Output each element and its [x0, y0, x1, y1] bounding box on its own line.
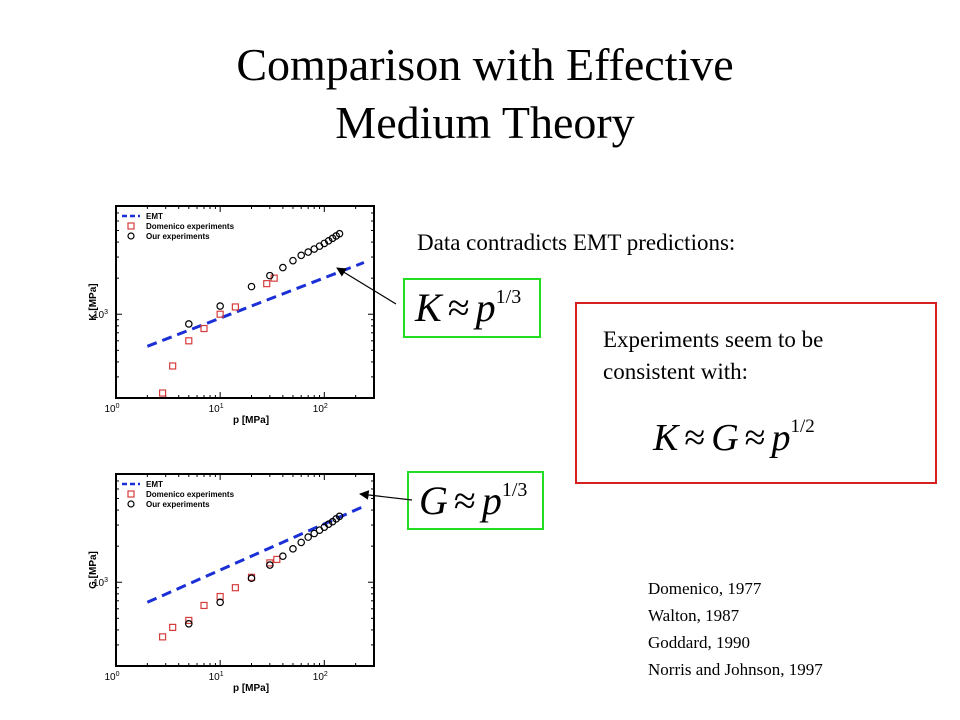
our-experiment-point: [184, 619, 193, 628]
legend-entry: Our experiments: [146, 232, 210, 241]
our-experiment-point: [266, 271, 274, 280]
x-tick-label: 100: [104, 671, 119, 683]
p-symbol: p: [771, 417, 791, 459]
references-list: Domenico, 1977 Walton, 1987 Goddard, 199…: [648, 575, 823, 683]
g-symbol: G: [711, 417, 739, 459]
reference-item: Norris and Johnson, 1997: [648, 660, 823, 679]
domenico-point: [169, 623, 177, 631]
our-experiment-point: [247, 282, 256, 291]
legend-entry: EMT: [146, 212, 163, 221]
approx-symbol: ≈: [447, 285, 470, 330]
k-scaling-formula: K ≈ p1/3: [415, 284, 521, 331]
reference-item: Goddard, 1990: [648, 633, 750, 652]
approx-symbol: ≈: [744, 417, 766, 459]
our-experiment-point: [335, 229, 344, 238]
domenico-point: [169, 362, 177, 370]
legend-domenico-swatch: [127, 490, 135, 498]
y-axis-label: K [MPa]: [88, 283, 99, 320]
legend-domenico-swatch: [127, 222, 135, 230]
consistent-text: Experiments seem to be consistent with:: [603, 324, 823, 388]
y-axis-label: G [MPa]: [88, 551, 99, 589]
x-tick-label: 101: [209, 671, 224, 683]
x-axis-label: p [MPa]: [233, 683, 269, 694]
title-line-1: Comparison with Effective: [236, 39, 734, 90]
legend-ours-swatch: [127, 232, 135, 240]
domenico-point: [158, 633, 167, 641]
x-axis-label: p [MPa]: [233, 415, 269, 426]
legend-entry: EMT: [146, 480, 163, 489]
our-experiment-point: [184, 320, 193, 328]
x-tick-label: 102: [313, 403, 328, 415]
emt-line: [146, 261, 365, 348]
y-tick-label: 103: [93, 577, 108, 589]
our-experiment-point: [335, 512, 344, 521]
k-symbol: K: [653, 417, 679, 459]
our-experiment-point: [266, 561, 274, 569]
x-tick-label: 100: [104, 403, 119, 415]
our-experiment-point: [216, 598, 224, 607]
domenico-point: [231, 303, 239, 311]
our-experiment-point: [279, 263, 287, 272]
y-tick-label: 103: [93, 309, 108, 321]
g-scaling-formula: G ≈ p1/3: [419, 477, 527, 524]
our-experiment-point: [304, 533, 312, 541]
our-experiment-point: [297, 251, 306, 260]
our-experiment-point: [304, 248, 312, 256]
domenico-point: [263, 280, 271, 288]
domenico-point: [216, 310, 224, 318]
emt-line: [146, 504, 365, 604]
our-experiment-point: [289, 256, 297, 265]
our-experiment-point: [279, 552, 287, 560]
consistent-line-2: consistent with:: [603, 359, 749, 384]
p-symbol: p: [481, 478, 502, 523]
consistent-with-box: Experiments seem to be consistent with: …: [575, 302, 937, 484]
exponent: 1/2: [790, 416, 815, 438]
p-symbol: p: [475, 285, 496, 330]
consistent-formula: K ≈ G ≈ p1/2: [653, 416, 815, 460]
g-scaling-box: G ≈ p1/3: [407, 471, 544, 530]
our-experiment-point: [216, 302, 224, 310]
reference-item: Domenico, 1977: [648, 579, 762, 598]
legend-ours-swatch: [127, 500, 135, 508]
domenico-point: [200, 601, 208, 610]
x-tick-label: 101: [209, 403, 224, 415]
approx-symbol: ≈: [453, 478, 476, 523]
our-experiment-point: [324, 520, 333, 528]
x-tick-label: 102: [313, 671, 328, 683]
our-experiment-point: [297, 538, 306, 547]
legend-entry: Domenico experiments: [146, 490, 235, 499]
domenico-point: [200, 324, 208, 333]
domenico-point: [158, 389, 167, 397]
g-symbol: G: [419, 478, 448, 523]
domenico-point: [273, 555, 281, 564]
exponent: 1/3: [501, 478, 528, 501]
contradiction-statement: Data contradicts EMT predictions:: [417, 230, 736, 255]
title-line-2: Medium Theory: [335, 97, 635, 148]
domenico-point: [231, 584, 239, 592]
our-experiment-point: [324, 236, 333, 245]
domenico-point: [185, 337, 193, 345]
domenico-point: [185, 616, 193, 625]
k-symbol: K: [415, 285, 442, 330]
legend-entry: Our experiments: [146, 500, 210, 509]
approx-symbol: ≈: [684, 417, 706, 459]
slide-title: Comparison with Effective Medium Theory: [0, 36, 960, 152]
our-experiment-point: [310, 529, 319, 538]
exponent: 1/3: [495, 285, 522, 308]
legend-entry: Domenico experiments: [146, 222, 235, 231]
k-scaling-box: K ≈ p1/3: [403, 278, 541, 338]
our-experiment-point: [247, 574, 256, 583]
consistent-line-1: Experiments seem to be: [603, 327, 824, 352]
our-experiment-point: [289, 545, 297, 553]
reference-item: Walton, 1987: [648, 606, 740, 625]
